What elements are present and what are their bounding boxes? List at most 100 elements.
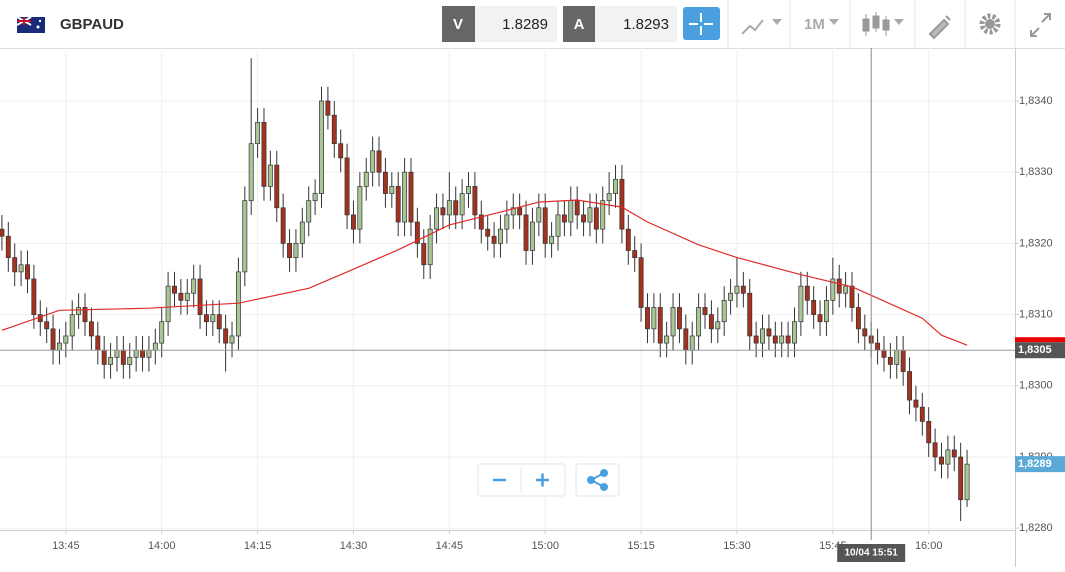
- y-tick-label: 1,8280: [1019, 522, 1053, 534]
- y-tick-label: 1,8330: [1019, 166, 1053, 178]
- candle-body: [146, 349, 152, 358]
- candle-body: [574, 200, 580, 216]
- zoom-in-button[interactable]: [536, 473, 549, 487]
- candle-body: [421, 243, 427, 266]
- candle-body: [715, 321, 721, 330]
- moving-average: [1, 199, 968, 346]
- candle-body: [31, 278, 37, 315]
- candle-body: [491, 235, 497, 244]
- draw-icon[interactable]: [928, 15, 951, 40]
- candle-body: [619, 178, 625, 230]
- candle-body: [287, 243, 292, 258]
- candle-body: [357, 186, 363, 230]
- ask-price: 1.8293: [623, 16, 669, 33]
- y-tick-label: 1,8300: [1019, 380, 1053, 392]
- candle-body: [306, 200, 312, 223]
- candle-body: [108, 356, 114, 365]
- candle-body: [338, 143, 344, 159]
- candle-body: [926, 421, 932, 444]
- candle-body: [517, 207, 523, 216]
- x-tick-label: 16:00: [915, 540, 943, 552]
- candle-body: [823, 300, 829, 323]
- candle-body: [721, 300, 727, 323]
- ask-box[interactable]: [595, 6, 677, 42]
- settings-icon-core: [985, 19, 995, 29]
- candle-body: [913, 399, 919, 408]
- candle-body: [939, 456, 944, 465]
- candle-body: [536, 207, 542, 223]
- candle-body: [172, 285, 177, 294]
- candle-body: [728, 292, 734, 301]
- icon-body: [862, 18, 870, 32]
- candle-body: [945, 449, 951, 465]
- candle-body: [900, 349, 906, 372]
- candle-body: [632, 250, 638, 258]
- candle-body: [843, 285, 849, 294]
- candle-body: [593, 207, 599, 230]
- candle-body: [312, 193, 318, 202]
- candle-body: [159, 321, 165, 344]
- candle-body: [804, 285, 810, 301]
- crosshair-label-bg: [837, 544, 906, 562]
- settings-icon[interactable]: [979, 13, 1001, 35]
- candle-body: [523, 214, 529, 251]
- y-tick-label: 1,8320: [1019, 237, 1053, 249]
- candle-body: [657, 307, 663, 344]
- candle-body: [50, 328, 56, 351]
- bid-label: V: [453, 16, 463, 33]
- candle-body: [638, 257, 644, 308]
- candle-body: [63, 335, 69, 344]
- y-tick-label: 1,8340: [1019, 95, 1053, 107]
- candle-body: [549, 235, 555, 244]
- chart-type-icon[interactable]: [862, 12, 890, 36]
- share-lines: [588, 472, 605, 488]
- zoom-controls: [477, 463, 620, 497]
- x-tick-label: 14:15: [244, 540, 272, 552]
- candle-body: [235, 271, 241, 337]
- candle-body: [606, 193, 612, 202]
- candle-body: [204, 314, 209, 323]
- candle-body: [785, 335, 791, 344]
- crosshair-icon: [689, 13, 713, 35]
- crosshair-button[interactable]: [683, 7, 720, 40]
- candle-body: [319, 100, 324, 194]
- dropdown-arrow: [894, 19, 904, 25]
- candle-body: [5, 235, 11, 258]
- candle-body: [389, 186, 395, 194]
- candle-body: [478, 214, 484, 230]
- candle-body: [44, 321, 50, 330]
- candle-body: [293, 243, 299, 258]
- share-button[interactable]: [587, 469, 608, 491]
- candle-body: [740, 285, 746, 294]
- candle-body: [670, 307, 676, 337]
- timeframe[interactable]: 1M: [804, 16, 825, 33]
- candle-body: [255, 121, 261, 145]
- candle-body: [849, 285, 855, 308]
- candle-body: [76, 307, 82, 315]
- candle-body: [919, 406, 925, 422]
- expand-icon[interactable]: [1030, 13, 1051, 37]
- candle-body: [248, 143, 254, 202]
- candle-body: [466, 186, 471, 194]
- x-tick-label: 13:45: [52, 540, 80, 552]
- candle-body: [344, 157, 350, 216]
- candle-body: [370, 150, 376, 173]
- candle-body: [299, 221, 305, 244]
- price-marker: [1015, 456, 1065, 473]
- indicator-icon[interactable]: [741, 19, 764, 35]
- candle-body: [798, 285, 804, 323]
- candle-body: [613, 178, 618, 194]
- candle-body: [376, 150, 382, 173]
- candle-body: [696, 307, 702, 337]
- candle-body: [414, 221, 420, 244]
- candle-body: [120, 349, 126, 365]
- candle-body: [184, 292, 190, 301]
- candle-body: [267, 164, 273, 187]
- x-tick-label: 14:30: [340, 540, 368, 552]
- candle-body: [37, 314, 43, 323]
- candle-body: [197, 278, 203, 315]
- bid-box[interactable]: [475, 6, 557, 42]
- candle-body: [18, 264, 24, 273]
- candle-body: [101, 349, 107, 365]
- candle-body: [561, 214, 567, 223]
